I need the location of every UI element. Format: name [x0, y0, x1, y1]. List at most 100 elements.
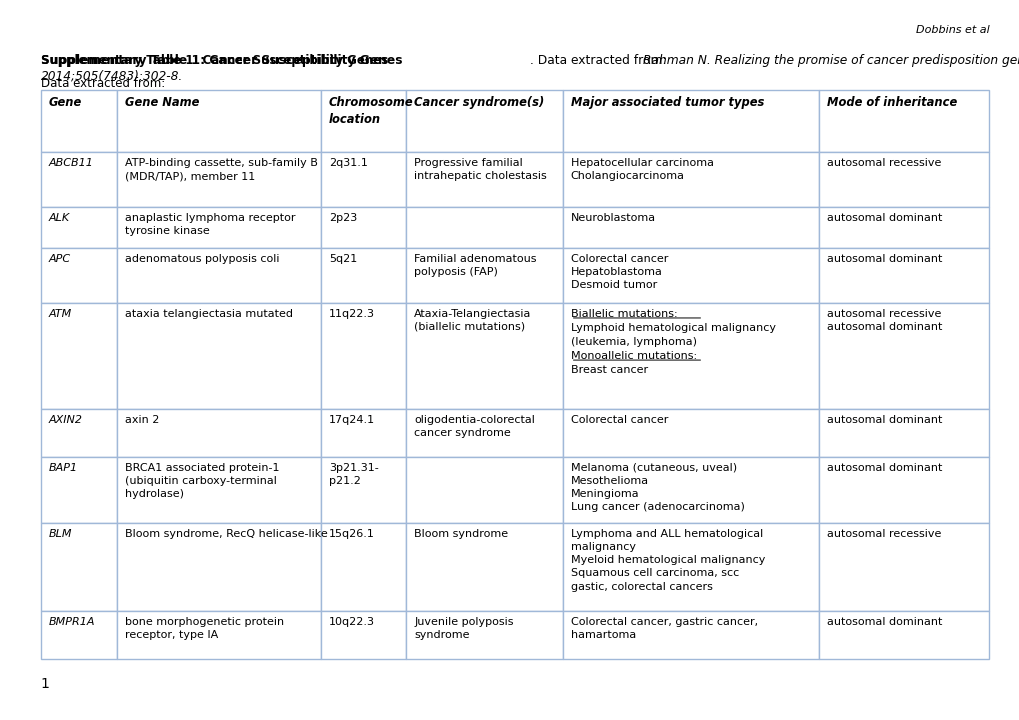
Text: axin 2: axin 2	[124, 415, 159, 425]
Text: ataxia telangiectasia mutated: ataxia telangiectasia mutated	[124, 309, 292, 319]
Bar	[406, 457, 562, 523]
Bar	[562, 90, 818, 153]
Text: Data extracted from:: Data extracted from:	[41, 77, 168, 90]
Text: Hepatocellular carcinoma
Cholangiocarcinoma: Hepatocellular carcinoma Cholangiocarcin…	[571, 158, 713, 181]
Bar	[818, 303, 988, 409]
Bar	[562, 303, 818, 409]
Text: Neuroblastoma: Neuroblastoma	[571, 213, 655, 223]
Bar	[320, 303, 406, 409]
Text: Ataxia-Telangiectasia
(biallelic mutations): Ataxia-Telangiectasia (biallelic mutatio…	[414, 309, 531, 332]
Bar	[818, 611, 988, 659]
Bar	[320, 457, 406, 523]
Text: autosomal recessive: autosomal recessive	[826, 158, 941, 168]
Bar	[116, 153, 320, 207]
Bar	[562, 248, 818, 303]
Bar	[562, 457, 818, 523]
Bar	[562, 153, 818, 207]
Text: Breast cancer: Breast cancer	[571, 365, 647, 375]
Bar	[562, 409, 818, 457]
Text: Colorectal cancer: Colorectal cancer	[571, 415, 667, 425]
Text: Rahman N. Realizing the promise of cancer predisposition genes. Nature: Rahman N. Realizing the promise of cance…	[642, 54, 1019, 67]
Text: adenomatous polyposis coli: adenomatous polyposis coli	[124, 253, 279, 264]
Text: autosomal dominant: autosomal dominant	[826, 463, 942, 473]
Text: 2q31.1: 2q31.1	[328, 158, 367, 168]
Bar	[406, 248, 562, 303]
Text: 15q26.1: 15q26.1	[328, 528, 374, 539]
Text: 17q24.1: 17q24.1	[328, 415, 375, 425]
Bar	[818, 248, 988, 303]
Text: Bloom syndrome, RecQ helicase-like: Bloom syndrome, RecQ helicase-like	[124, 528, 327, 539]
Text: Biallelic mutations:: Biallelic mutations:	[571, 309, 677, 319]
Text: autosomal recessive
autosomal dominant: autosomal recessive autosomal dominant	[826, 309, 942, 332]
Text: 5q21: 5q21	[328, 253, 357, 264]
Text: 2014;505(7483):302-8.: 2014;505(7483):302-8.	[41, 70, 182, 83]
Bar	[818, 90, 988, 153]
Bar	[406, 90, 562, 153]
Text: APC: APC	[49, 253, 71, 264]
Text: autosomal dominant: autosomal dominant	[826, 253, 942, 264]
Text: oligodentia-colorectal
cancer syndrome: oligodentia-colorectal cancer syndrome	[414, 415, 535, 438]
Text: Juvenile polyposis
syndrome: Juvenile polyposis syndrome	[414, 617, 514, 640]
Bar	[818, 523, 988, 611]
Text: Gene: Gene	[49, 96, 83, 109]
Text: Cancer syndrome(s): Cancer syndrome(s)	[414, 96, 544, 109]
Text: ALK: ALK	[49, 213, 70, 223]
Bar	[320, 207, 406, 248]
Text: Lymphoid hematological malignancy: Lymphoid hematological malignancy	[571, 323, 774, 333]
Text: Melanoma (cutaneous, uveal)
Mesothelioma
Meningioma
Lung cancer (adenocarcinoma): Melanoma (cutaneous, uveal) Mesothelioma…	[571, 463, 744, 513]
Text: Progressive familial
intrahepatic cholestasis: Progressive familial intrahepatic choles…	[414, 158, 546, 181]
Bar	[320, 153, 406, 207]
Bar	[320, 90, 406, 153]
Text: Monoallelic mutations:: Monoallelic mutations:	[571, 351, 696, 361]
Text: ATM: ATM	[49, 309, 72, 319]
Bar	[320, 523, 406, 611]
Text: Lymphoma and ALL hematological
malignancy
Myeloid hematological malignancy
Squam: Lymphoma and ALL hematological malignanc…	[571, 528, 764, 592]
Text: . Data extracted from:: . Data extracted from:	[530, 54, 671, 67]
Text: Dobbins et al: Dobbins et al	[915, 25, 988, 35]
Bar	[116, 457, 320, 523]
Bar	[41, 303, 116, 409]
Bar	[818, 207, 988, 248]
Text: Colorectal cancer, gastric cancer,
hamartoma: Colorectal cancer, gastric cancer, hamar…	[571, 617, 757, 640]
Bar	[818, 457, 988, 523]
Text: Bloom syndrome: Bloom syndrome	[414, 528, 507, 539]
Text: ABCB11: ABCB11	[49, 158, 94, 168]
Bar	[818, 409, 988, 457]
Bar	[116, 90, 320, 153]
Bar	[406, 207, 562, 248]
Bar	[406, 409, 562, 457]
Text: 3p21.31-
p21.2: 3p21.31- p21.2	[328, 463, 378, 486]
Bar	[562, 207, 818, 248]
Bar	[41, 409, 116, 457]
Bar	[41, 248, 116, 303]
Text: autosomal recessive: autosomal recessive	[826, 528, 941, 539]
Text: Supplementary Table 1: Cancer Susceptibility Genes: Supplementary Table 1: Cancer Susceptibi…	[41, 54, 387, 67]
Text: Supplementary Table 1: Cancer Susceptibility Genes: Supplementary Table 1: Cancer Susceptibi…	[41, 54, 401, 67]
Bar	[116, 523, 320, 611]
Bar	[116, 611, 320, 659]
Bar	[116, 248, 320, 303]
Bar	[41, 90, 116, 153]
Text: BRCA1 associated protein-1
(ubiquitin carboxy-terminal
hydrolase): BRCA1 associated protein-1 (ubiquitin ca…	[124, 463, 279, 499]
Text: Major associated tumor types: Major associated tumor types	[571, 96, 763, 109]
Bar	[116, 207, 320, 248]
Bar	[41, 207, 116, 248]
Text: Chromosome
location: Chromosome location	[328, 96, 413, 126]
Bar	[406, 611, 562, 659]
Text: 11q22.3: 11q22.3	[328, 309, 374, 319]
Bar	[320, 409, 406, 457]
Bar	[406, 153, 562, 207]
Text: Colorectal cancer
Hepatoblastoma
Desmoid tumor: Colorectal cancer Hepatoblastoma Desmoid…	[571, 253, 667, 290]
Text: autosomal dominant: autosomal dominant	[826, 617, 942, 627]
Bar	[818, 153, 988, 207]
Text: autosomal dominant: autosomal dominant	[826, 213, 942, 223]
Bar	[41, 457, 116, 523]
Text: bone morphogenetic protein
receptor, type IA: bone morphogenetic protein receptor, typ…	[124, 617, 283, 640]
Text: 1: 1	[41, 678, 50, 691]
Text: 2p23: 2p23	[328, 213, 357, 223]
Text: BMPR1A: BMPR1A	[49, 617, 96, 627]
Bar	[41, 523, 116, 611]
Text: BAP1: BAP1	[49, 463, 78, 473]
Text: Gene Name: Gene Name	[124, 96, 199, 109]
Bar	[562, 523, 818, 611]
